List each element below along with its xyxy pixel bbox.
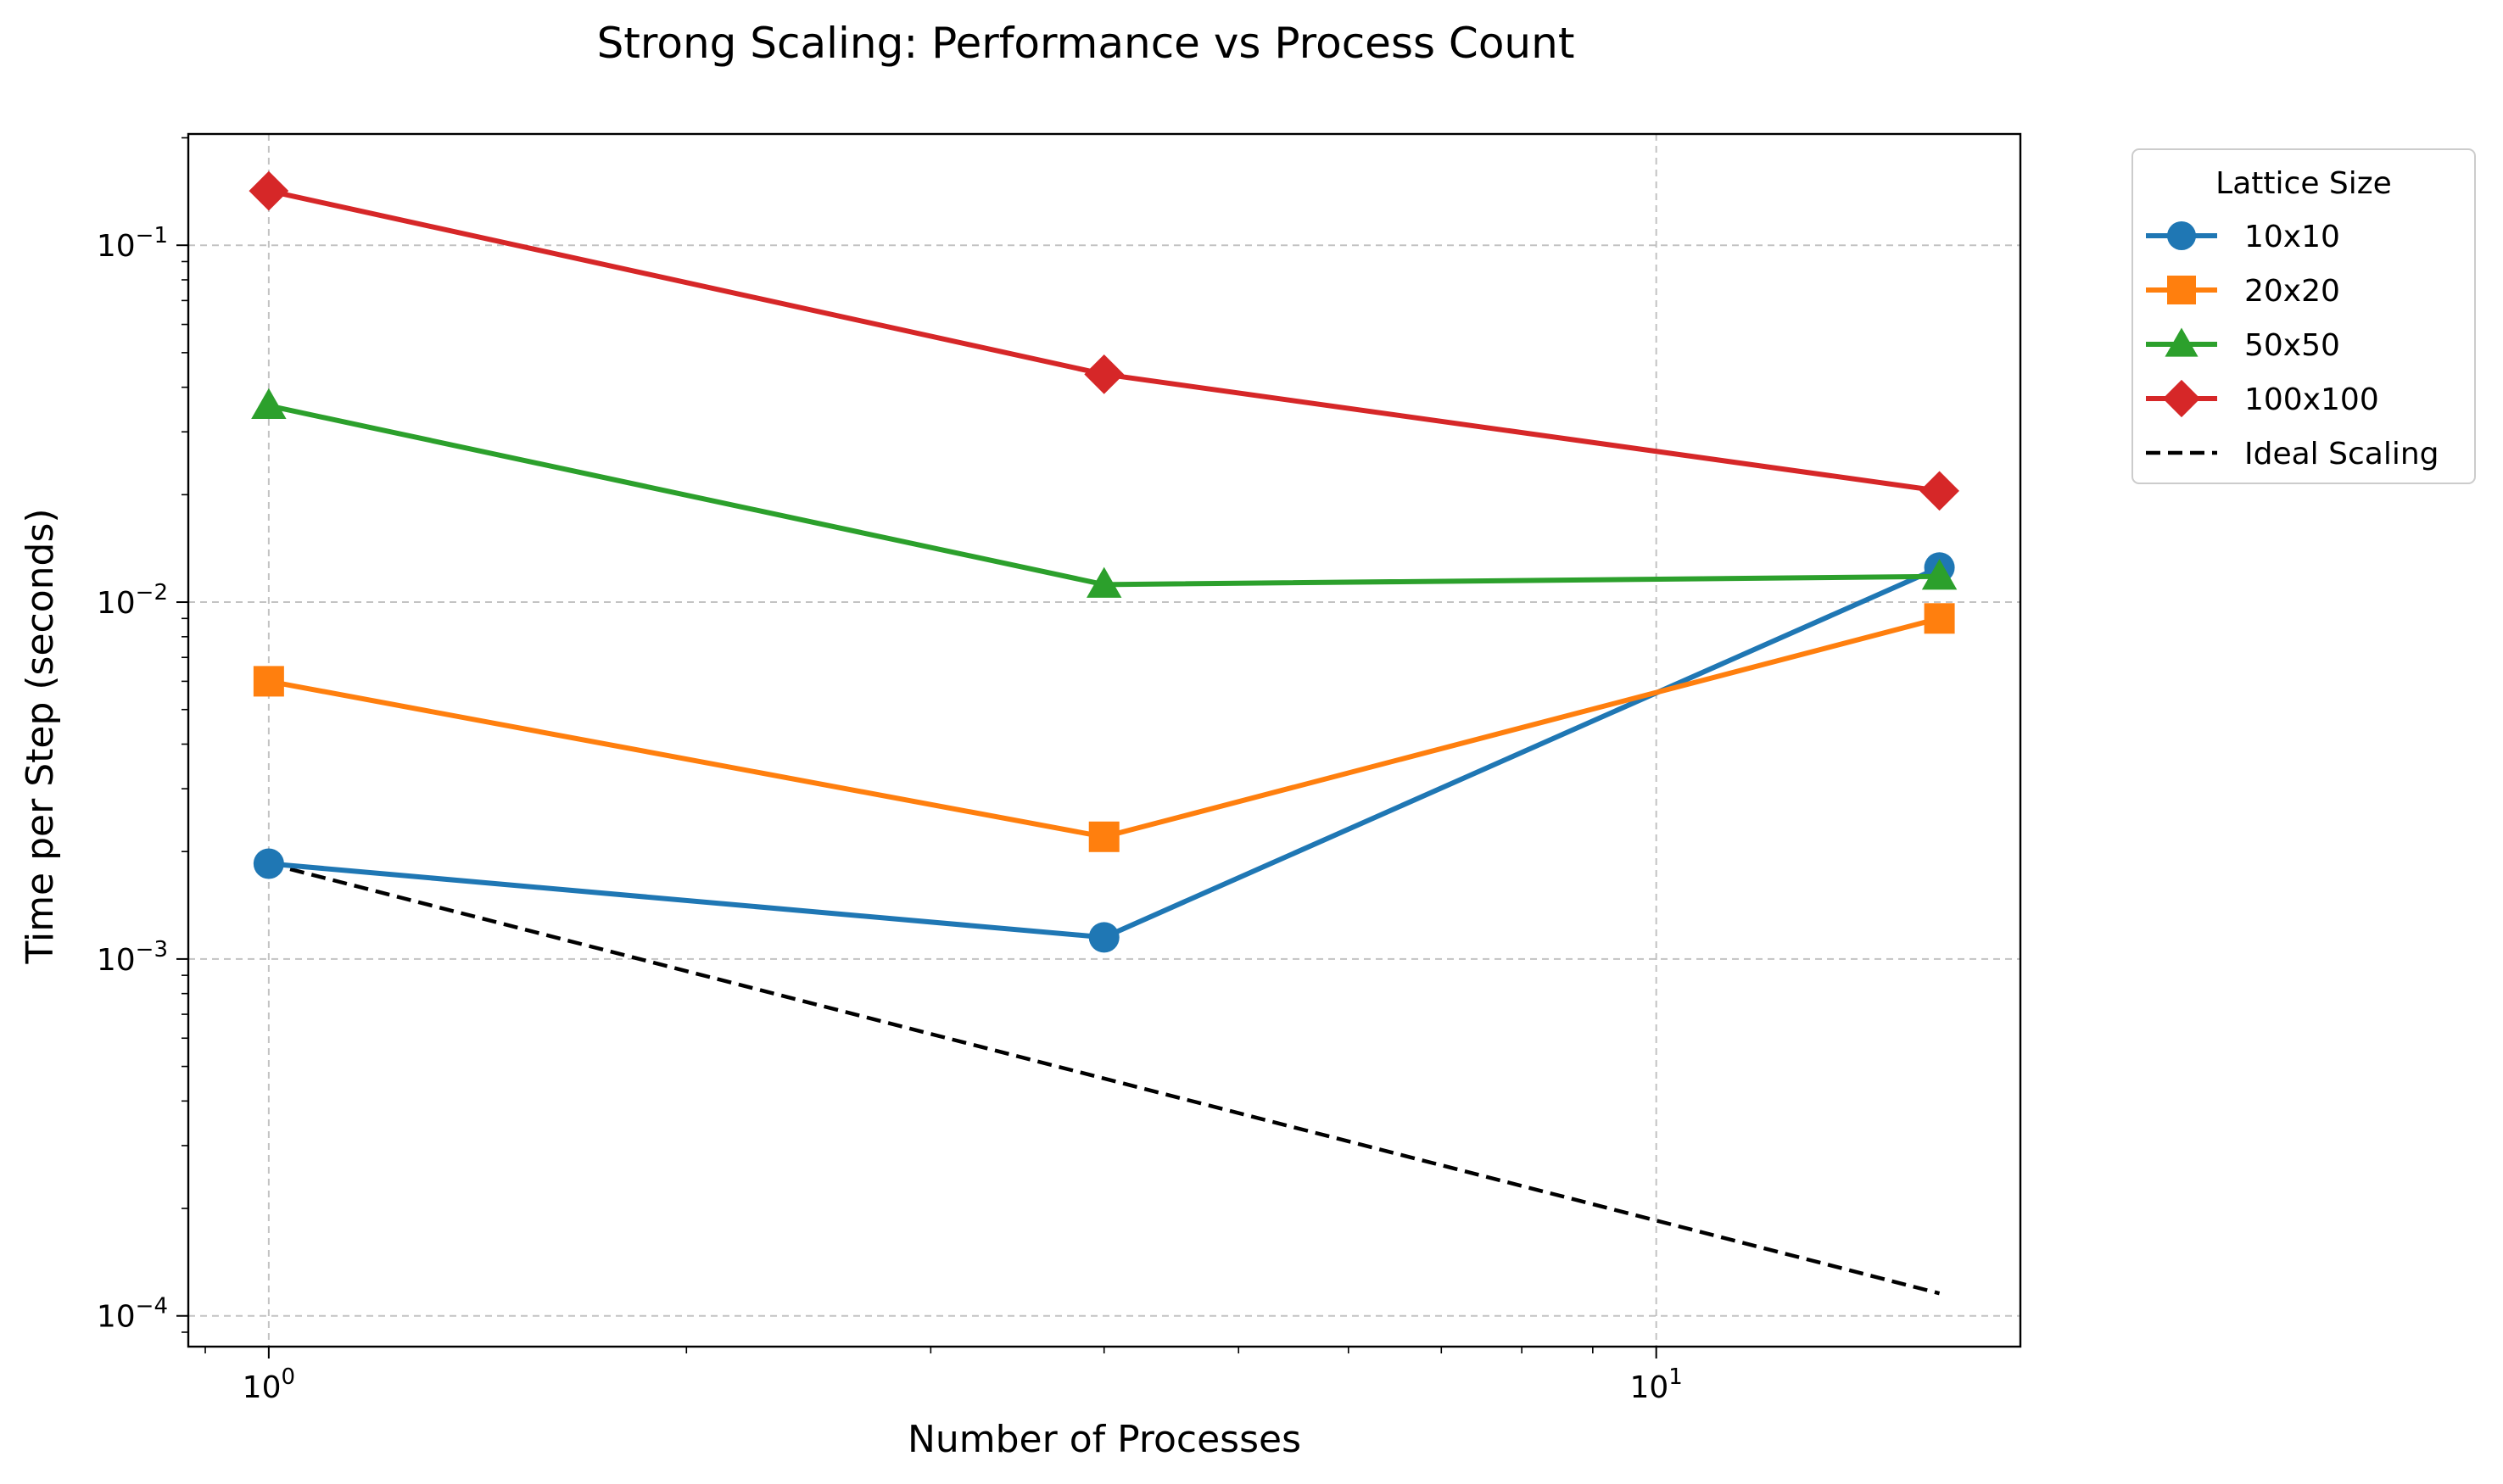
legend-label: 10x10 [2244, 220, 2340, 254]
data-point-50x50 [251, 388, 287, 420]
legend-entry-ideal-scaling: Ideal Scaling [2146, 437, 2439, 471]
data-point-20x20 [253, 666, 284, 697]
y-tick-label: 10−3 [97, 937, 168, 978]
series-line-ideal-scaling [268, 862, 1941, 1296]
legend-entry-100x100: 100x100 [2146, 379, 2379, 418]
legend-title: Lattice Size [2215, 166, 2392, 201]
legend-swatch-marker [2167, 276, 2196, 304]
legend-label: 100x100 [2244, 382, 2379, 417]
series-ideal-scaling [268, 862, 1941, 1296]
legend-label: 50x50 [2244, 328, 2340, 363]
y-tick-label: 10−1 [97, 223, 168, 264]
series-20x20 [253, 603, 1955, 852]
legend-swatch-marker [2167, 221, 2196, 250]
grid [188, 134, 2020, 1347]
x-axis-label: Number of Processes [908, 1418, 1301, 1461]
y-tick-label: 10−4 [97, 1294, 168, 1335]
series-50x50 [251, 388, 1958, 598]
series-layer [249, 170, 1959, 1296]
y-tick-label: 10−2 [97, 580, 168, 621]
legend-entry-10x10: 10x10 [2146, 220, 2340, 254]
legend-swatch-marker [2162, 379, 2201, 418]
legend-label: 20x20 [2244, 274, 2340, 309]
legend-label: Ideal Scaling [2244, 437, 2439, 471]
axes: 100 101 10−4 10−3 10−2 10−1 [97, 137, 1683, 1405]
x-tick-label: 100 [243, 1364, 295, 1405]
chart-title: Strong Scaling: Performance vs Process C… [597, 19, 1575, 68]
data-point-50x50 [1921, 559, 1958, 590]
data-point-10x10 [1088, 922, 1120, 953]
legend-entry-20x20: 20x20 [2146, 274, 2340, 309]
y-axis-label: Time per Step (seconds) [19, 508, 62, 964]
data-point-20x20 [1924, 603, 1955, 634]
x-tick-label: 101 [1629, 1364, 1682, 1405]
data-point-100x100 [249, 170, 289, 211]
data-point-100x100 [1919, 471, 1959, 511]
legend-swatch-marker [2165, 327, 2199, 357]
legend-frame [2131, 148, 2476, 484]
data-point-20x20 [1088, 821, 1120, 852]
data-point-100x100 [1084, 354, 1125, 394]
data-point-50x50 [1087, 566, 1122, 598]
legend-entry-50x50: 50x50 [2146, 327, 2340, 363]
data-point-10x10 [253, 848, 284, 879]
series-100x100 [249, 170, 1959, 511]
legend: Lattice Size 10x10 20x20 50x50 100x100 Ideal … [2131, 148, 2476, 484]
